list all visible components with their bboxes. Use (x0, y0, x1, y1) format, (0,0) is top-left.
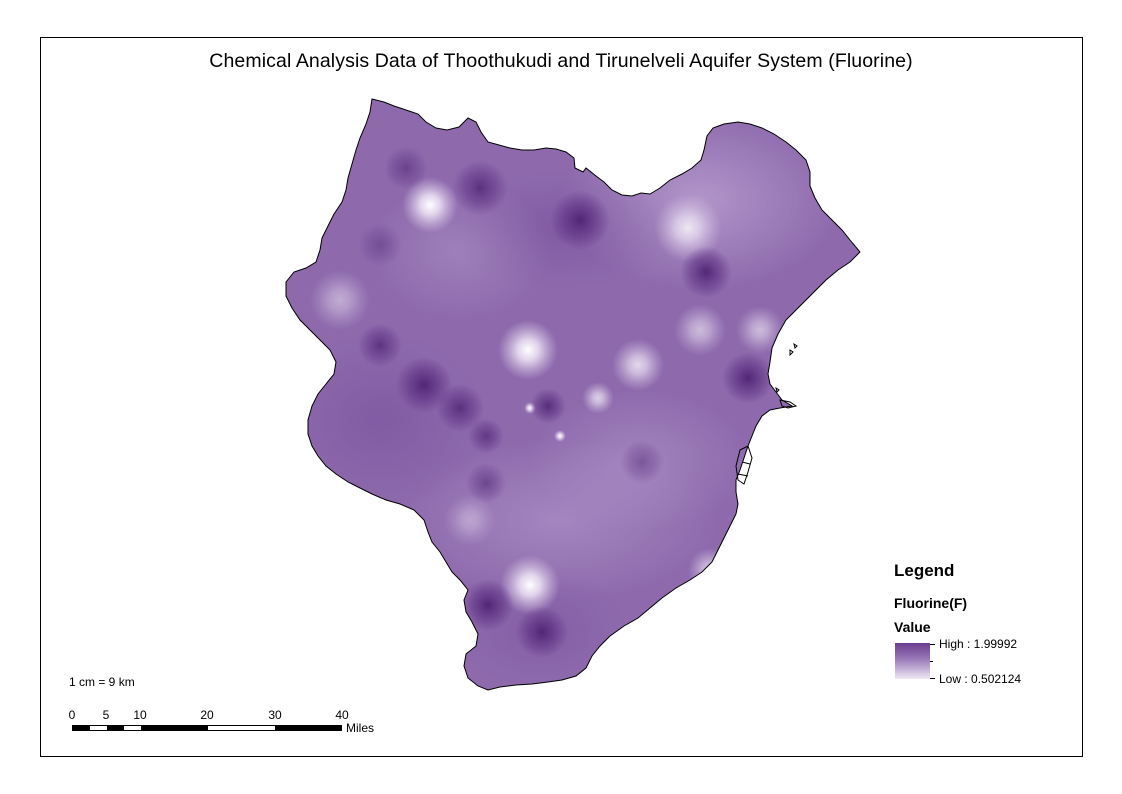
legend-title: Legend (894, 561, 955, 580)
legend-high-label: High : 1.99992 (939, 637, 1018, 651)
legend-low-label: Low : 0.502124 (939, 672, 1022, 686)
scalebar-tick-label: 20 (200, 708, 214, 722)
scalebar-tick-label: 30 (268, 708, 282, 722)
legend-color-ramp (895, 643, 930, 679)
map-title: Chemical Analysis Data of Thoothukudi an… (209, 50, 913, 72)
fluorine-raster (286, 99, 860, 690)
scalebar-unit: Miles (346, 721, 375, 735)
legend-tick-low (930, 678, 935, 679)
scalebar (72, 725, 342, 731)
scalebar-tick-label: 5 (102, 708, 110, 722)
scalebar-tick-label: 40 (335, 708, 349, 722)
legend-field-label: Value (894, 619, 931, 635)
coastal-islands (735, 342, 798, 485)
legend-tick-high (930, 644, 935, 645)
scalebar-tick-label: 10 (133, 708, 147, 722)
scalebar-tick-label: 0 (68, 708, 76, 722)
legend-layer-name: Fluorine(F) (894, 595, 968, 611)
scale-text: 1 cm = 9 km (69, 675, 135, 689)
legend-tick-mid (930, 661, 933, 662)
